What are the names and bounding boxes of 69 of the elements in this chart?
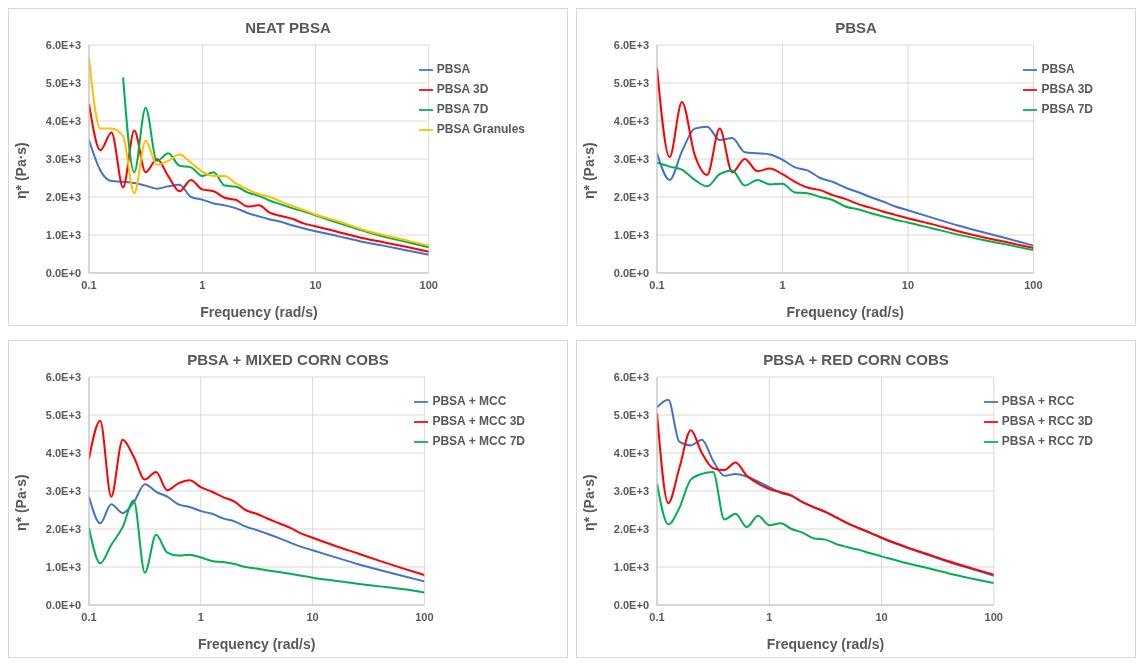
x-tick-label: 0.1 — [649, 610, 665, 623]
y-axis-title: η* (Pa·s) — [580, 142, 597, 199]
y-tick-label: 6.0E+3 — [613, 370, 649, 383]
legend-label: PBSA + RCC 3D — [1001, 414, 1093, 428]
legend-label: PBSA — [436, 62, 471, 76]
y-tick-label: 6.0E+3 — [45, 370, 81, 383]
y-tick-label: 4.0E+3 — [45, 446, 81, 459]
y-tick-label: 5.0E+3 — [613, 408, 649, 421]
y-tick-label: 1.0E+3 — [45, 228, 81, 241]
legend-label: PBSA Granules — [436, 122, 525, 136]
y-tick-label: 1.0E+3 — [613, 228, 649, 241]
y-axis-title: η* (Pa·s) — [580, 474, 597, 531]
legend-label: PBSA + MCC — [432, 394, 507, 408]
chart-title: PBSA + MIXED CORN COBS — [186, 351, 390, 370]
legend-label: PBSA 3D — [1041, 82, 1093, 96]
x-axis-title: Frequency (rad/s) — [200, 304, 318, 320]
y-tick-label: 0.0E+0 — [45, 266, 81, 279]
y-tick-label: 6.0E+3 — [45, 38, 81, 51]
legend-label: PBSA + MCC 3D — [432, 414, 525, 428]
y-axis-title: η* (Pa·s) — [12, 142, 29, 199]
x-tick-label: 100 — [415, 610, 434, 623]
x-tick-label: 10 — [306, 610, 319, 623]
legend-label: PBSA + MCC 7D — [432, 434, 525, 448]
x-axis-title: Frequency (rad/s) — [786, 304, 904, 320]
x-tick-label: 100 — [419, 278, 438, 291]
legend-label: PBSA — [1041, 62, 1075, 76]
legend-label: PBSA 7D — [1041, 102, 1093, 116]
y-tick-label: 5.0E+3 — [613, 76, 649, 89]
y-axis-title: η* (Pa·s) — [12, 474, 29, 531]
y-tick-label: 3.0E+3 — [45, 484, 81, 497]
legend-label: PBSA 3D — [436, 82, 489, 96]
y-tick-label: 0.0E+0 — [45, 598, 81, 611]
x-tick-label: 0.1 — [81, 278, 97, 291]
x-tick-label: 10 — [901, 278, 915, 291]
y-tick-label: 2.0E+3 — [45, 522, 81, 535]
x-tick-label: 1 — [779, 278, 786, 291]
x-tick-label: 10 — [309, 278, 322, 291]
y-tick-label: 2.0E+3 — [45, 190, 81, 203]
chart-title: PBSA + RED CORN COBS — [762, 351, 950, 370]
y-tick-label: 3.0E+3 — [613, 484, 649, 497]
y-tick-label: 3.0E+3 — [45, 152, 81, 165]
x-tick-label: 10 — [875, 610, 888, 623]
y-tick-label: 4.0E+3 — [613, 446, 649, 459]
x-tick-label: 0.1 — [81, 610, 97, 623]
y-tick-label: 0.0E+0 — [613, 266, 649, 279]
x-tick-label: 100 — [984, 610, 1003, 623]
x-axis-title: Frequency (rad/s) — [766, 636, 885, 652]
y-tick-label: 5.0E+3 — [45, 76, 81, 89]
chart-title: NEAT PBSA — [244, 19, 332, 38]
y-tick-label: 5.0E+3 — [45, 408, 81, 421]
chart-title: PBSA — [834, 19, 878, 38]
legend-label: PBSA 7D — [436, 102, 489, 116]
y-tick-label: 1.0E+3 — [613, 560, 649, 573]
x-tick-label: 0.1 — [649, 278, 665, 291]
y-tick-label: 0.0E+0 — [613, 598, 649, 611]
legend-label: PBSA + RCC 7D — [1001, 434, 1093, 448]
y-tick-label: 4.0E+3 — [613, 114, 649, 127]
y-tick-label: 2.0E+3 — [613, 522, 649, 535]
x-tick-label: 1 — [766, 610, 773, 623]
x-tick-label: 100 — [1024, 278, 1043, 291]
x-tick-label: 1 — [199, 278, 206, 291]
y-tick-label: 2.0E+3 — [613, 190, 649, 203]
legend-label: PBSA + RCC — [1001, 394, 1075, 408]
x-axis-title: Frequency (rad/s) — [197, 636, 316, 652]
y-tick-label: 6.0E+3 — [613, 38, 649, 51]
x-tick-label: 1 — [197, 610, 204, 623]
y-tick-label: 1.0E+3 — [45, 560, 81, 573]
y-tick-label: 3.0E+3 — [613, 152, 649, 165]
y-tick-label: 4.0E+3 — [45, 114, 81, 127]
